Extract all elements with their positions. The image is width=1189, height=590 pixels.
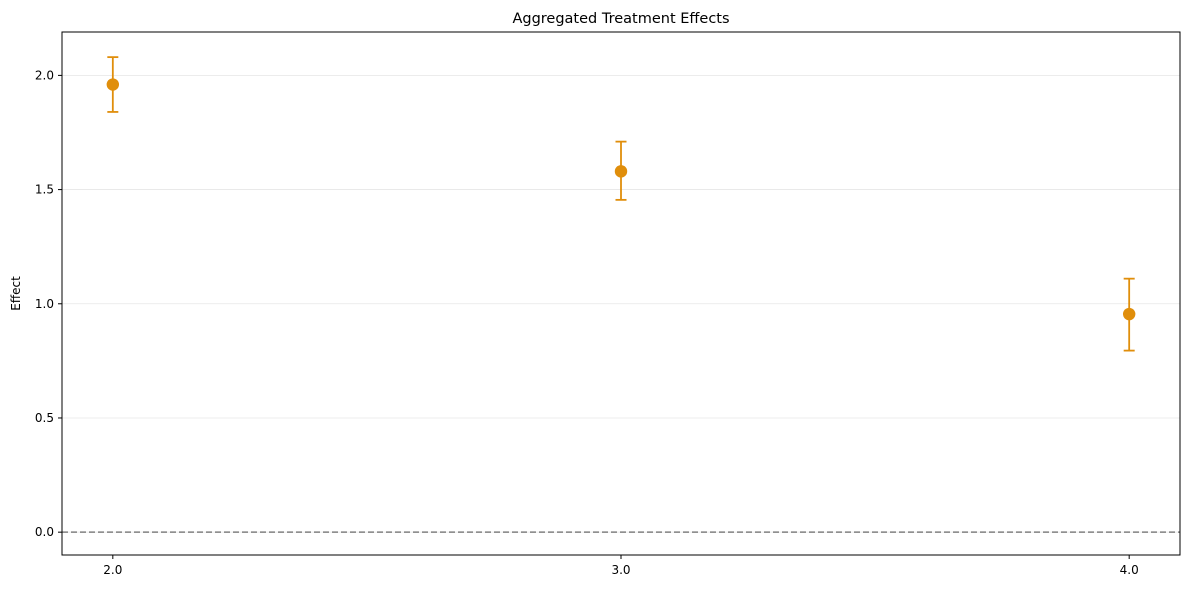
x-tick-label: 2.0 (103, 563, 122, 577)
data-point (1122, 307, 1136, 321)
y-tick-label: 2.0 (35, 68, 54, 82)
plot-frame (61, 31, 1181, 556)
x-tick-label: 4.0 (1120, 563, 1139, 577)
y-axis-label: Effect (9, 276, 23, 311)
data-point (106, 78, 120, 91)
x-tick-label: 3.0 (611, 563, 630, 577)
y-tick-label: 0.5 (35, 411, 54, 425)
y-tick-label: 1.0 (35, 297, 54, 311)
y-tick-label: 1.5 (35, 183, 54, 197)
data-layer (106, 56, 1136, 352)
y-tick-label: 0.0 (35, 525, 54, 539)
chart-title: Aggregated Treatment Effects (512, 11, 729, 27)
data-point (614, 165, 628, 178)
tick-layer: 0.0 0.5 1.0 1.5 2.0 2.0 3.0 4.0 (35, 68, 1139, 577)
